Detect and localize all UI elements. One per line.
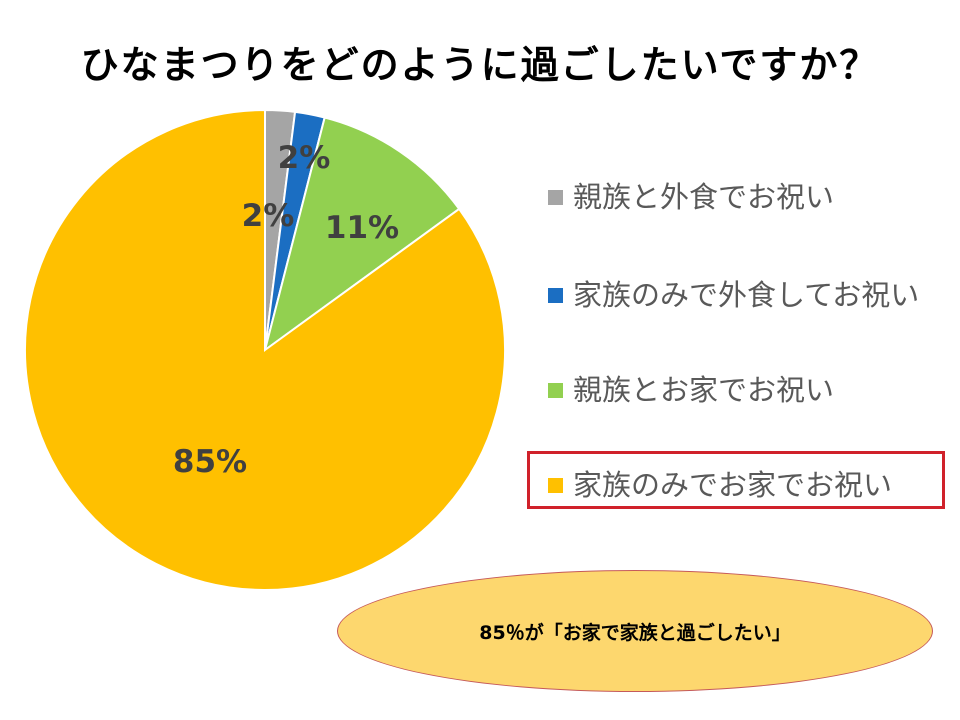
legend-highlight-box	[527, 451, 945, 509]
legend-item-1: 家族のみで外食してお祝い	[548, 270, 928, 320]
slice-label-0: 2%	[242, 198, 295, 234]
slice-label-2: 11%	[325, 210, 399, 246]
legend-swatch-0	[548, 190, 563, 205]
legend-label-3: 家族のみでお家でお祝い	[573, 468, 893, 502]
legend-swatch-1	[548, 288, 563, 303]
chart-title: ひなまつりをどのように過ごしたいですか？	[80, 43, 880, 87]
legend-label-0: 親族と外食でお祝い	[573, 180, 835, 214]
pie-slice-3	[24, 108, 506, 591]
callout-text: 85％が「お家で家族と過ごしたい」	[479, 621, 791, 644]
slice-label-3: 85%	[173, 444, 247, 480]
legend-swatch-2	[548, 383, 563, 398]
pie-slice-2	[263, 116, 461, 353]
legend-item-3: 家族のみでお家でお祝い	[548, 460, 928, 510]
legend-item-0: 親族と外食でお祝い	[548, 172, 928, 222]
legend-swatch-3	[548, 478, 563, 493]
pie-slice-labels: 2% 2% 11% 85%	[173, 140, 399, 480]
legend-item-2: 親族とお家でお祝い	[548, 365, 928, 415]
slice-label-1: 2%	[278, 140, 331, 176]
callout-ellipse: 85％が「お家で家族と過ごしたい」	[337, 570, 933, 692]
legend-label-1: 家族のみで外食してお祝い	[573, 278, 920, 312]
legend-label-2: 親族とお家でお祝い	[573, 373, 835, 407]
pie-slices	[24, 108, 506, 591]
